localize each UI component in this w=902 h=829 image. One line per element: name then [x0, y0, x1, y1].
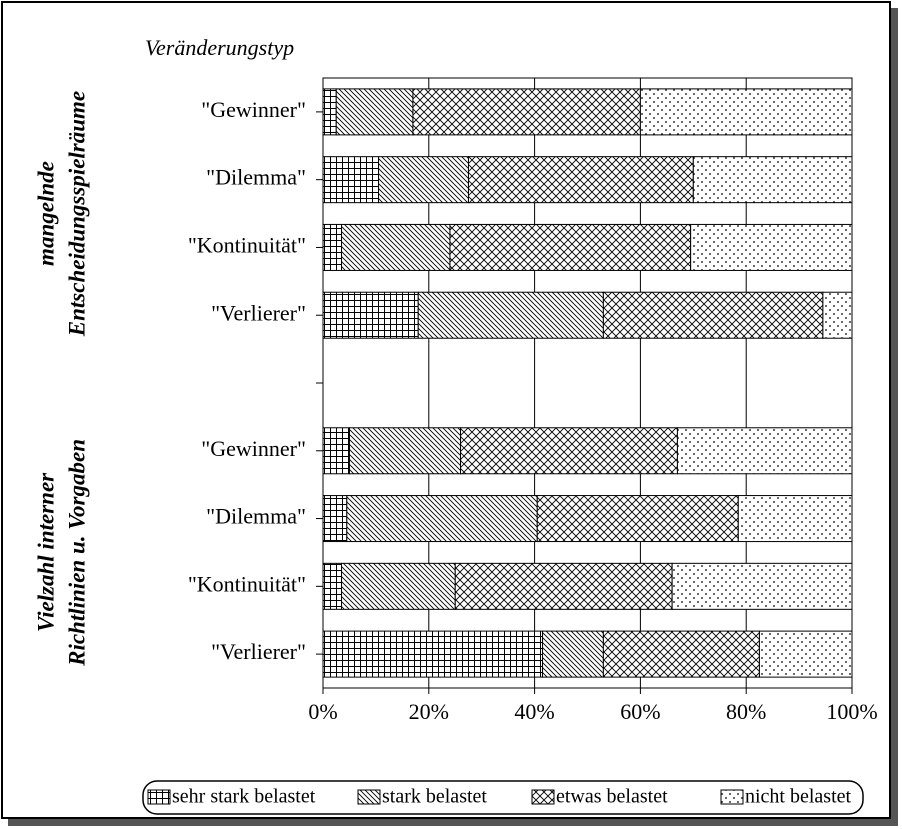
bar-segment [467, 156, 694, 204]
group-label: mangelnde [33, 161, 58, 266]
bar-segment [822, 291, 853, 339]
legend-swatch [147, 789, 171, 805]
legend-label: nicht belastet [745, 786, 852, 808]
y-tick-label: "Kontinuität" [188, 571, 306, 596]
bar-segment [449, 223, 692, 271]
bar-segment [602, 630, 760, 678]
y-tick-label: "Kontinuität" [188, 232, 306, 257]
x-tick-label: 0% [308, 699, 337, 724]
group-label: Richtlinien u. Vorgaben [64, 439, 89, 667]
legend-label: sehr stark belastet [172, 786, 316, 808]
bar-segment [639, 88, 853, 136]
bar-segment [378, 156, 469, 204]
y-tick-label: "Dilemma" [206, 504, 306, 529]
bar-segment [412, 88, 641, 136]
bar-segment [322, 156, 380, 204]
bar-segment [737, 495, 853, 543]
bar-segment [758, 630, 853, 678]
legend-swatch [720, 789, 744, 805]
bar-segment [322, 88, 337, 136]
bar-segment [322, 495, 348, 543]
y-tick-label: "Gewinner" [201, 436, 306, 461]
y-axis-label: Veränderungstyp [145, 35, 294, 60]
bar-segment [454, 562, 673, 610]
plot-border [322, 77, 853, 689]
x-tick-label: 100% [826, 699, 877, 724]
x-tick-label: 20% [409, 699, 449, 724]
y-tick-label: "Gewinner" [201, 97, 306, 122]
legend-label: etwas belastet [556, 786, 668, 808]
bar-segment [692, 156, 853, 204]
y-tick-label: "Dilemma" [206, 165, 306, 190]
y-tick-label: "Verlierer" [211, 300, 306, 325]
bar-segment [346, 495, 538, 543]
bar-segment [322, 562, 343, 610]
bar-segment [417, 291, 604, 339]
bar-segment [690, 223, 853, 271]
bar-segment [536, 495, 739, 543]
legend-label: stark belastet [382, 786, 487, 808]
group-label: Entscheidungsspielräume [64, 91, 89, 337]
bar-segment [676, 427, 853, 475]
group-label: Vielzahl interner [33, 472, 58, 632]
bar-segment [460, 427, 678, 475]
bar-segment [322, 223, 343, 271]
x-tick-label: 80% [726, 699, 766, 724]
legend-frame [142, 780, 864, 815]
x-tick-label: 40% [514, 699, 554, 724]
legend-swatch [531, 789, 555, 805]
bar-segment [542, 630, 604, 678]
bar-segment [341, 562, 456, 610]
bar-segment [335, 88, 414, 136]
legend-swatch [357, 789, 381, 805]
y-tick-label: "Verlierer" [211, 639, 306, 664]
bar-segment [322, 630, 544, 678]
bar-segment [602, 291, 824, 339]
bar-segment [348, 427, 462, 475]
bar-segment [341, 223, 451, 271]
x-tick-label: 60% [620, 699, 660, 724]
bar-segment [322, 427, 350, 475]
legend: sehr stark belastet stark belastet etwas b… [142, 780, 864, 815]
bar-segment [671, 562, 853, 610]
bar-segment [322, 291, 419, 339]
